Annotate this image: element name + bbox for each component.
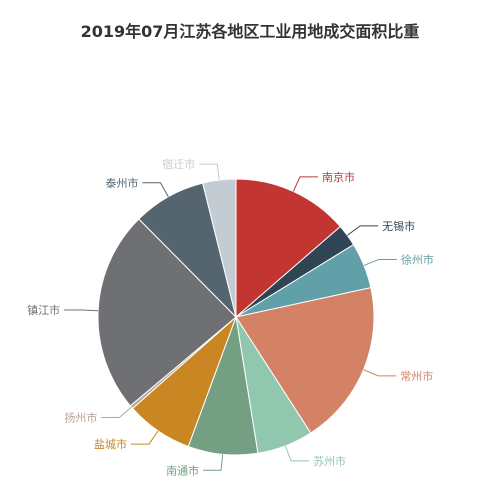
chart-title: 2019年07月江苏各地区工业用地成交面积比重 — [80, 22, 420, 41]
slice-label-8: 镇江市 — [27, 303, 60, 317]
slice-label-0: 南京市 — [322, 170, 355, 184]
leader-line-1 — [346, 225, 379, 236]
slice-label-4: 苏州市 — [313, 454, 346, 468]
leader-line-0 — [292, 176, 318, 192]
slice-label-2: 徐州市 — [401, 252, 434, 266]
pie-slice-8[interactable] — [97, 218, 237, 407]
slice-label-3: 常州市 — [400, 369, 433, 383]
slice-label-6: 盐城市 — [94, 437, 127, 451]
leader-line-8 — [64, 309, 99, 312]
leader-line-7 — [101, 406, 132, 419]
pie-slice-0[interactable] — [235, 178, 341, 319]
pie-slice-10[interactable] — [202, 178, 237, 318]
slice-label-7: 扬州市 — [64, 411, 97, 425]
slice-label-1: 无锡市 — [382, 219, 415, 233]
slice-label-5: 南通市 — [166, 463, 199, 477]
leader-line-4 — [284, 445, 310, 462]
leader-line-3 — [363, 369, 397, 377]
pie-slice-3[interactable] — [235, 287, 375, 434]
slice-label-9: 泰州市 — [105, 176, 138, 190]
leader-line-9 — [142, 182, 169, 197]
slice-label-10: 宿迁市 — [162, 157, 195, 171]
leader-line-10 — [199, 163, 220, 181]
leader-line-2 — [363, 258, 397, 266]
leader-line-6 — [131, 430, 159, 445]
leader-line-5 — [203, 454, 224, 471]
